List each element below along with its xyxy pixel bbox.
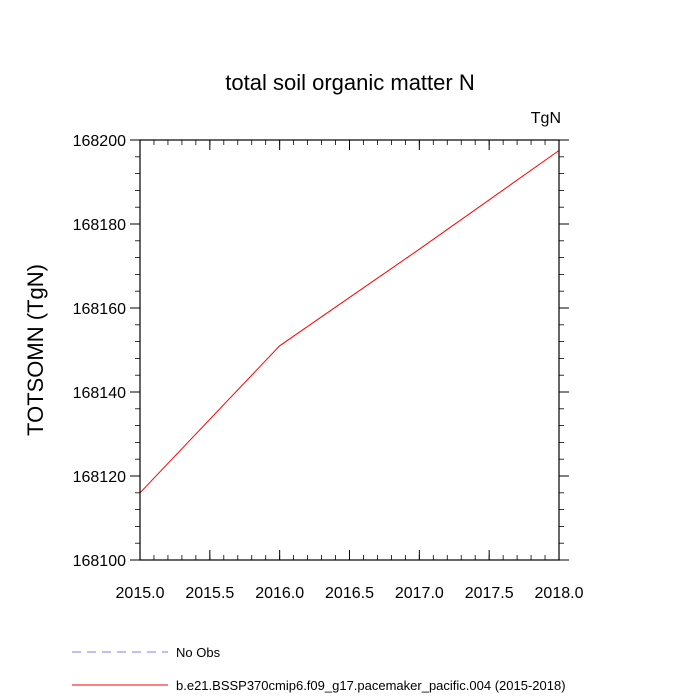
x-tick-label: 2016.5	[325, 585, 374, 602]
y-tick-label: 168160	[73, 301, 126, 318]
legend: No Obs b.e21.BSSP370cmip6.f09_g17.pacemak…	[72, 645, 566, 693]
tick-marks	[130, 139, 569, 561]
plot-frame	[139, 139, 560, 561]
y-tick-label: 168100	[73, 553, 126, 570]
series-line	[139, 150, 560, 494]
y-tick-label: 168120	[73, 469, 126, 486]
y-tick-label: 168200	[73, 133, 126, 150]
x-tick-label: 2015.5	[185, 585, 234, 602]
units-label: TgN	[531, 110, 561, 127]
y-tick-label: 168180	[73, 217, 126, 234]
x-tick-label: 2017.0	[395, 585, 444, 602]
tick-labels: 2015.0 2015.5 2016.0 2016.5 2017.0 2017.5 2018…	[73, 133, 584, 602]
y-axis-label: TOTSOMN (TgN)	[23, 264, 48, 436]
x-tick-label: 2018.0	[535, 585, 584, 602]
x-tick-label: 2015.0	[116, 585, 165, 602]
x-tick-label: 2016.0	[255, 585, 304, 602]
chart-title: total soil organic matter N	[225, 70, 474, 95]
x-tick-label: 2017.5	[465, 585, 514, 602]
legend-label: b.e21.BSSP370cmip6.f09_g17.pacemaker_pac…	[176, 678, 566, 693]
legend-label: No Obs	[176, 645, 221, 660]
series-layer	[139, 150, 560, 494]
y-tick-label: 168140	[73, 385, 126, 402]
